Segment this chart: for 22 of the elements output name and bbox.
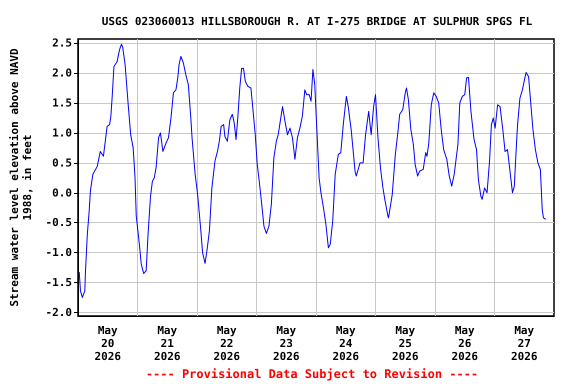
y-tick-label: -2.0	[46, 306, 72, 319]
x-tick-label: May 23 2026	[273, 324, 300, 363]
y-tick-label: 0.0	[52, 186, 72, 200]
x-tick-label: May 24 2026	[332, 324, 360, 363]
y-axis-title: Stream water level elevation above NAVD 1988, in feet	[8, 48, 34, 307]
y-tick-label: 0.5	[52, 156, 72, 170]
y-tick-label: -1.5	[46, 276, 72, 289]
line-series	[78, 44, 546, 298]
x-tick-label: May 27 2026	[511, 324, 538, 363]
x-tick-label: May 21 2026	[154, 324, 181, 363]
y-tick-label: -0.5	[46, 216, 72, 230]
chart-title: USGS 023060013 HILLSBOROUGH R. AT I-275 BRIDGE AT SULPHUR SPGS FL	[102, 15, 533, 28]
y-tick-label: 2.5	[52, 36, 72, 50]
x-tick-label: May 26 2026	[452, 324, 478, 363]
x-tick-label: May 20 2026	[94, 324, 122, 363]
y-tick-label: 2.0	[52, 66, 72, 80]
text: ---- Provisional Data Subject to Revision ----	[146, 367, 478, 381]
x-tick-label: May 22 2026	[214, 324, 240, 363]
x-tick-label: May 25 2026	[392, 324, 419, 363]
y-tick-label: -1.0	[46, 246, 72, 260]
y-tick-label: 1.5	[52, 96, 72, 110]
y-tick-label: 1.0	[52, 126, 72, 140]
